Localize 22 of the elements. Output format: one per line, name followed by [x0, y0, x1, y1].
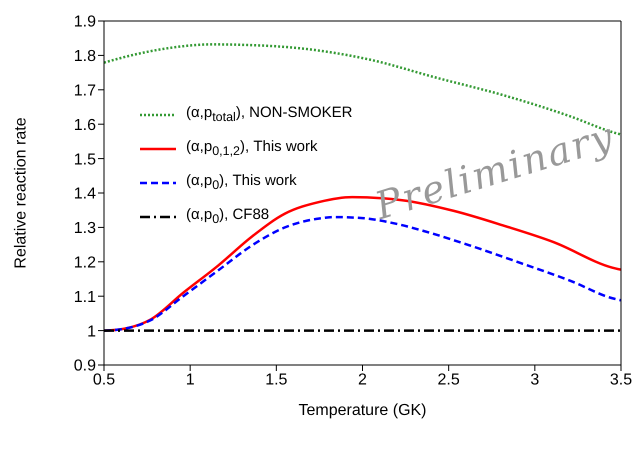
y-tick-label: 1.6 [74, 116, 96, 134]
y-tick-label: 1.3 [74, 220, 96, 238]
x-axis-title: Temperature (GK) [298, 402, 427, 419]
y-tick-label: 1.5 [74, 151, 96, 168]
y-tick-label: 1 [87, 323, 96, 340]
y-axis-title: Relative reaction rate [12, 117, 30, 269]
x-tick-label: 2.5 [438, 371, 460, 388]
y-tick-label: 1.2 [74, 254, 96, 272]
y-tick-label: 1.1 [74, 288, 96, 306]
x-tick-label: 1.5 [265, 371, 288, 388]
x-tick-label: 3.5 [610, 371, 632, 388]
x-tick-label: 1 [186, 371, 195, 388]
x-tick-label: 3 [530, 371, 540, 388]
legend-label: (α,p$_{0,1,2}$), This work [186, 137, 318, 160]
y-tick-label: 1.8 [74, 48, 96, 66]
y-tick-label: 1.4 [74, 186, 96, 203]
legend-label: (α,p$_{0}$), CF88 [186, 205, 270, 228]
legend-label: (α,p$_{0}$), This work [186, 171, 297, 194]
x-tick-label: 2 [358, 371, 368, 388]
y-tick-label: 1.7 [74, 82, 96, 100]
legend-label: (α,p$_{total}$), NON-SMOKER [186, 103, 352, 126]
y-tick-label: 1.9 [74, 14, 96, 31]
